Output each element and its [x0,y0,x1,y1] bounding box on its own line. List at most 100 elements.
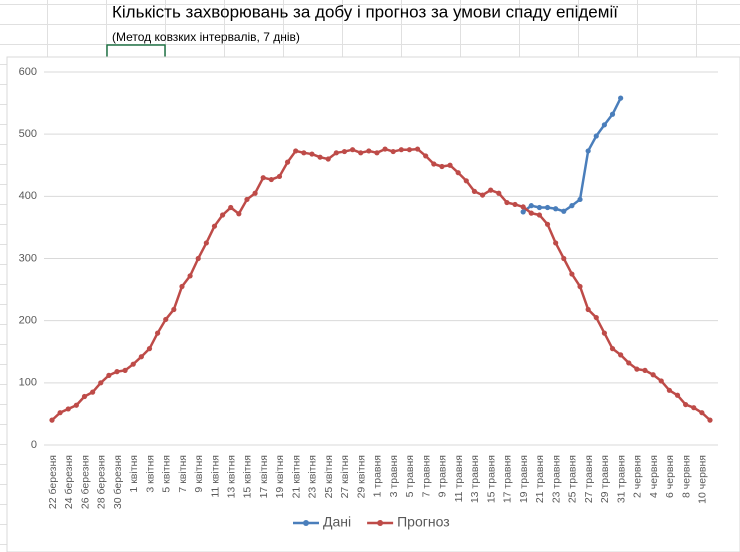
point [561,255,567,262]
point [569,271,575,277]
x-tick-label: 11 квітня [209,455,221,498]
point [553,240,559,246]
point [536,212,543,218]
point [674,392,681,398]
point [593,314,599,321]
x-tick-label: 7 травня [420,455,432,497]
point [423,153,429,159]
point [561,208,567,214]
point [398,147,404,153]
point [683,401,689,408]
point [439,163,445,170]
x-tick-label: 19 травня [518,455,530,503]
point [203,240,209,246]
x-tick-label: 29 квітня [355,455,367,498]
point [49,417,55,423]
point [325,156,331,162]
point [650,372,656,378]
x-tick-label: 5 травня [404,455,416,497]
point [219,212,226,218]
x-tick-label: 21 травня [534,455,546,503]
point [260,175,266,181]
series-line [51,147,711,422]
point [528,210,534,216]
point [236,211,242,217]
point [244,196,250,203]
x-tick-label: 23 травня [550,455,562,503]
x-tick-label: 23 квітня [307,455,319,498]
point [187,273,193,279]
point [626,360,632,366]
point [268,176,274,183]
point [122,367,128,373]
point [544,221,551,227]
point [569,203,575,209]
point [390,148,396,155]
point [577,196,583,203]
point [252,190,258,196]
x-tick-label: 2 червня [632,455,644,498]
point [73,402,79,408]
point [585,148,591,154]
point [57,410,63,416]
point [520,204,526,210]
point [699,410,705,416]
x-tick-label: 1 квітня [128,455,140,493]
point [488,187,494,193]
point [520,209,526,215]
y-tick-label: 200 [19,315,37,327]
x-tick-label: 21 квітня [290,455,302,498]
point [138,354,144,360]
point [414,146,421,152]
point [553,206,559,212]
point [609,111,616,117]
chart-area [6,56,740,552]
legend-marker [303,520,309,526]
legend-label: Прогноз [397,514,450,530]
x-tick-label: 5 квітня [161,455,173,493]
point [341,148,348,155]
point [366,148,372,154]
point [528,203,534,209]
legend-label: Дані [323,514,351,530]
point [447,162,453,168]
point [658,378,664,384]
x-tick-label: 29 травня [599,455,611,503]
point [544,204,551,211]
point [496,190,502,196]
point [463,178,469,184]
point [666,387,672,393]
point [284,159,291,165]
y-tick-label: 100 [19,377,37,389]
point [309,151,315,157]
point [512,201,518,208]
x-tick-label: 13 квітня [225,455,237,498]
chart-subtitle: (Метод ковзких інтервалів, 7 днів) [112,30,300,44]
x-tick-label: 22 березня [47,455,59,509]
x-tick-label: 9 травня [437,455,449,497]
y-tick-label: 0 [31,439,37,451]
point [114,369,120,375]
x-tick-label: 3 травня [388,455,400,497]
x-tick-label: 13 травня [469,455,481,503]
point [65,406,71,412]
point [479,192,486,198]
point [471,188,478,194]
point [577,283,583,290]
x-tick-label: 17 травня [502,455,514,503]
point [601,330,607,336]
point [301,150,307,156]
chart-title: Кількість захворювань за добу і прогноз … [112,2,618,21]
point [130,361,136,367]
point [374,150,380,156]
x-tick-label: 26 березня [79,455,91,509]
x-tick-label: 9 квітня [193,455,205,493]
point [81,393,88,400]
point [691,405,697,411]
point [618,95,624,101]
x-tick-label: 4 червня [648,455,660,498]
point [195,255,201,262]
point [455,170,461,176]
